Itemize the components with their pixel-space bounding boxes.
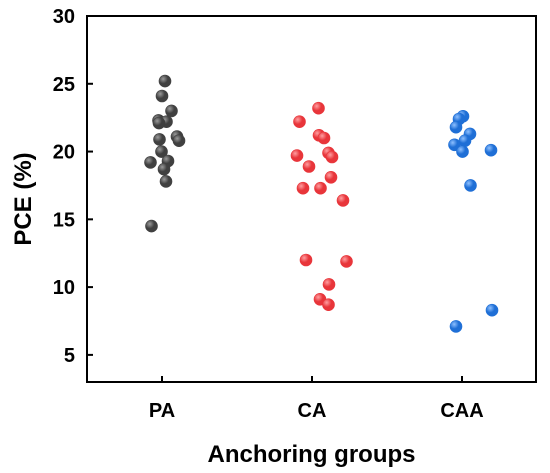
data-point-ca (314, 181, 327, 195)
y-tick-label: 30 (53, 6, 75, 28)
data-point-pa (159, 175, 173, 188)
data-point-caa (464, 179, 477, 192)
x-tick-label: PA (149, 400, 175, 422)
y-tick-label: 5 (64, 345, 75, 367)
data-points (144, 74, 499, 333)
data-point-pa (165, 104, 178, 118)
data-point-caa (458, 134, 472, 147)
data-point-pa (152, 116, 166, 130)
y-tick-label: 15 (53, 209, 75, 231)
data-point-pa (158, 74, 172, 88)
data-point-ca (322, 298, 335, 312)
data-point-ca (312, 101, 325, 115)
data-point-ca (324, 171, 338, 184)
data-point-ca (302, 160, 316, 173)
y-tick-label: 25 (53, 74, 75, 96)
x-axis-title: Anchoring groups (208, 441, 416, 468)
data-point-ca (336, 194, 350, 207)
x-tick-label: CA (298, 400, 327, 422)
data-point-ca (299, 253, 313, 267)
data-point-ca (322, 278, 336, 291)
plot-area: 5 10 15 20 25 30 PA CA CAA (53, 6, 537, 422)
x-axis-ticks: PA CA CAA (149, 376, 484, 422)
y-tick-label: 20 (53, 142, 75, 164)
data-point-pa (145, 219, 158, 233)
data-point-caa (456, 145, 469, 158)
data-point-pa (144, 156, 157, 169)
data-point-ca (293, 115, 306, 128)
data-point-pa (172, 134, 186, 147)
data-point-pa (157, 162, 171, 176)
data-point-ca (325, 150, 339, 164)
y-tick-label: 10 (53, 277, 75, 299)
data-point-pa (155, 89, 169, 103)
y-axis-title: PCE (%) (10, 152, 37, 245)
data-point-caa (449, 320, 463, 333)
data-point-ca (340, 255, 353, 268)
x-tick-label: CAA (440, 400, 483, 422)
data-point-ca (290, 149, 304, 162)
data-point-pa (155, 145, 168, 158)
data-point-caa (449, 120, 463, 134)
data-point-caa (484, 143, 498, 157)
data-point-ca (317, 131, 331, 145)
data-point-ca (296, 181, 310, 195)
data-point-caa (485, 303, 499, 317)
plot-frame (86, 15, 537, 383)
data-point-pa (153, 133, 166, 146)
y-axis-ticks: 5 10 15 20 25 30 (53, 6, 93, 367)
